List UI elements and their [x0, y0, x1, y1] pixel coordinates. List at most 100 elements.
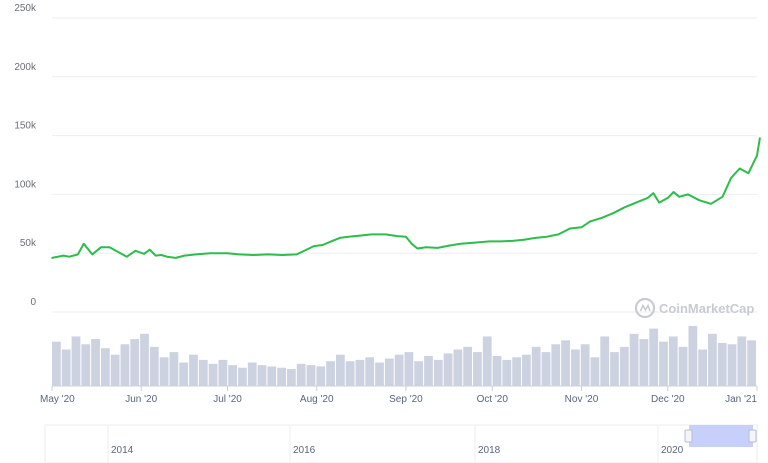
- price-point: [738, 167, 741, 170]
- volume-bar: [296, 363, 306, 386]
- price-point: [82, 242, 85, 245]
- price-point: [68, 255, 71, 258]
- price-point: [267, 253, 269, 256]
- price-point: [410, 242, 413, 245]
- volume-bar: [551, 344, 561, 386]
- volume-bar: [130, 339, 140, 386]
- price-point: [209, 252, 212, 254]
- volume-bar: [52, 341, 61, 386]
- volume-bar: [110, 354, 120, 386]
- price-point: [500, 240, 502, 243]
- price-point: [666, 197, 669, 199]
- volume-bar: [149, 346, 159, 386]
- volume-bar: [698, 349, 708, 386]
- price-point: [589, 220, 591, 223]
- coinmarketcap-logo-mark: [639, 303, 651, 312]
- volume-bar: [561, 340, 570, 386]
- volume-bar: [443, 353, 453, 386]
- price-point: [672, 191, 675, 193]
- volume-bar: [287, 369, 296, 386]
- coinmarketcap-watermark: CoinMarketCap: [634, 297, 754, 319]
- price-line: [51, 137, 761, 259]
- price-point: [338, 237, 341, 239]
- navigator-left-handle[interactable]: [684, 429, 693, 443]
- price-point: [174, 257, 177, 259]
- volume-bar: [688, 326, 698, 386]
- navigator-year-label: 2018: [478, 445, 501, 456]
- volume-bar: [277, 367, 286, 386]
- x-axis-labels: May '20 Jun '20 Jul '20 Aug '20 Sep '20 Oct '…: [40, 386, 758, 405]
- price-point: [511, 240, 514, 242]
- volume-bar: [590, 357, 600, 386]
- volume-bar: [541, 352, 551, 386]
- price-point: [154, 254, 157, 257]
- volume-bar: [355, 359, 365, 386]
- volume-bar: [61, 349, 71, 386]
- x-tick-label: Jan '21: [725, 394, 757, 405]
- price-point: [108, 246, 111, 249]
- volume-bar: [512, 357, 521, 386]
- volume-bar: [120, 344, 130, 386]
- y-tick-label: 100k: [14, 179, 37, 190]
- price-point: [252, 254, 255, 256]
- volume-bar: [228, 365, 238, 386]
- volume-bar: [570, 349, 580, 386]
- volume-bar: [492, 356, 502, 386]
- price-point: [359, 234, 361, 237]
- price-point: [281, 254, 284, 256]
- price-point: [534, 237, 537, 239]
- price-point: [62, 254, 65, 257]
- price-point: [488, 240, 491, 243]
- price-point: [687, 193, 689, 196]
- price-point: [396, 235, 399, 237]
- volume-bar: [610, 352, 619, 386]
- price-point: [370, 233, 373, 236]
- volume-bar: [218, 359, 228, 386]
- volume-bar: [580, 344, 590, 386]
- price-point: [756, 154, 758, 157]
- navigator-range-selection[interactable]: [689, 425, 753, 447]
- price-point: [730, 177, 732, 179]
- navigator-right-handle[interactable]: [748, 429, 757, 443]
- x-tick-label: Oct '20: [477, 394, 509, 405]
- navigator[interactable]: 2014 2016 2018 2020: [44, 424, 758, 463]
- price-point: [384, 233, 387, 236]
- navigator-track[interactable]: [44, 424, 758, 463]
- price-point: [523, 238, 525, 241]
- price-point: [747, 172, 750, 175]
- navigator-year-label: 2020: [661, 445, 684, 456]
- price-point: [295, 253, 298, 256]
- price-point: [100, 246, 102, 249]
- volume-bar: [140, 333, 149, 386]
- price-point: [77, 253, 79, 256]
- volume-bar: [159, 357, 169, 386]
- price-point: [546, 235, 548, 238]
- price-point: [635, 201, 637, 204]
- volume-bar: [91, 339, 100, 386]
- navigator-year-label: 2014: [111, 445, 134, 456]
- price-point: [330, 240, 332, 243]
- volume-bar: [335, 354, 345, 386]
- volume-bar: [482, 336, 492, 386]
- price-point: [149, 248, 151, 251]
- volume-bar: [316, 366, 326, 386]
- volume-bar: [473, 352, 482, 386]
- volume-bar: [394, 354, 404, 386]
- price-point: [117, 251, 119, 253]
- x-tick-label: Sep '20: [389, 394, 423, 405]
- price-point: [600, 217, 603, 219]
- volume-bar: [198, 359, 208, 386]
- price-point: [238, 253, 240, 256]
- volume-bar: [247, 362, 257, 386]
- price-point: [347, 235, 350, 238]
- volume-bar: [189, 354, 198, 386]
- price-point: [134, 250, 137, 252]
- y-tick-label: 200k: [14, 62, 37, 73]
- price-point: [143, 252, 145, 255]
- price-point: [652, 192, 655, 195]
- volume-bars: [52, 326, 756, 386]
- price-point: [436, 247, 439, 249]
- volume-bar: [414, 361, 424, 386]
- volume-bar: [727, 344, 737, 386]
- volume-bar: [424, 356, 433, 386]
